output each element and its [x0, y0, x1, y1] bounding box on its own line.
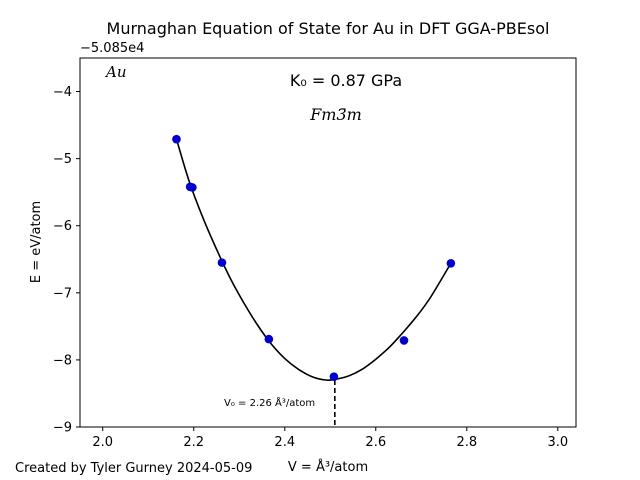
fit-curve-layer — [175, 138, 452, 382]
space-group-label: Fm3̄m — [309, 105, 362, 124]
y-tick-label: −8 — [53, 353, 72, 368]
bulk-modulus-label: K₀ = 0.87 GPa — [290, 71, 402, 90]
y-tick-label: −4 — [53, 85, 72, 100]
credit-label: Created by Tyler Gurney 2024-05-09 — [15, 461, 252, 476]
y-axis-label: E = eV/atom — [29, 201, 44, 283]
fit-curve — [175, 138, 452, 382]
y-axis: −9 −8 −7 −6 −5 −4 — [53, 85, 80, 436]
x-tick-label: 2.6 — [365, 435, 386, 450]
data-point — [329, 372, 339, 381]
data-point — [399, 336, 409, 345]
data-point — [172, 134, 181, 144]
y-tick-label: −7 — [53, 286, 72, 301]
x-tick-label: 2.0 — [92, 435, 113, 450]
y-tick-label: −5 — [53, 152, 72, 167]
x-tick-label: 2.2 — [183, 435, 204, 450]
chart-title: Murnaghan Equation of State for Au in DF… — [107, 19, 550, 38]
y-tick-label: −6 — [53, 219, 72, 234]
plot-area — [80, 58, 576, 427]
data-point — [264, 334, 274, 344]
data-point — [446, 258, 456, 268]
v0-label: V₀ = 2.26 Å³/atom — [224, 396, 315, 409]
data-point — [217, 258, 227, 267]
x-tick-label: 2.4 — [274, 435, 295, 450]
x-tick-label: 3.0 — [547, 435, 568, 450]
data-point — [188, 183, 197, 192]
y-offset-label: −5.085e4 — [80, 41, 144, 56]
x-axis-label: V = Å³/atom — [288, 459, 368, 475]
x-axis: 2.0 2.2 2.4 2.6 2.8 3.0 — [92, 427, 568, 450]
element-label: Au — [104, 63, 127, 81]
x-tick-label: 2.8 — [456, 435, 477, 450]
y-tick-label: −9 — [53, 421, 72, 436]
plot-frame — [79, 57, 577, 428]
data-points-layer — [172, 134, 456, 381]
